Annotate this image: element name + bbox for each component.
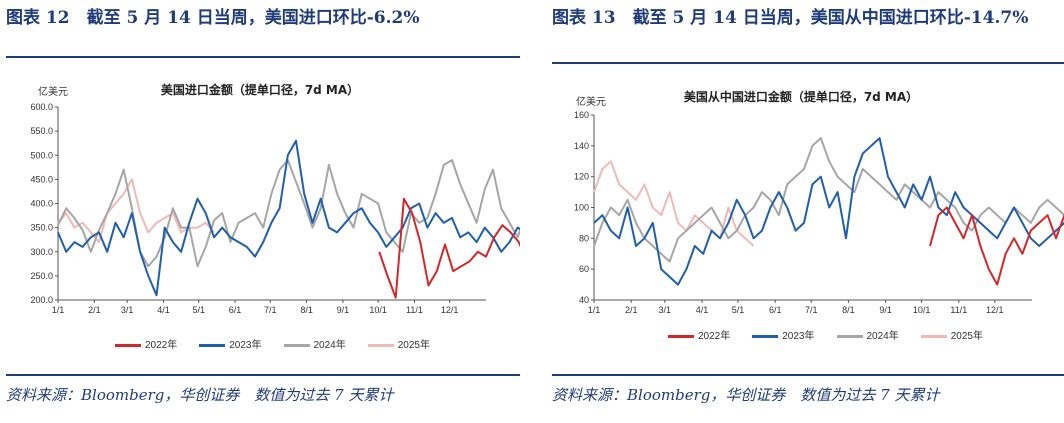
x-tick-label: 7/1 [264, 305, 277, 315]
x-tick-label: 8/1 [300, 305, 313, 315]
x-tick-label: 11/1 [950, 305, 967, 315]
legend-swatch [199, 343, 226, 347]
legend-item: 2022年 [668, 327, 730, 342]
x-tick-label: 3/1 [121, 305, 134, 315]
x-tick-label: 2/1 [625, 305, 638, 315]
x-tick-label: 10/1 [369, 305, 387, 315]
y-tick-label: 350.0 [30, 223, 53, 233]
legend-item: 2025年 [367, 336, 430, 351]
legend-swatch [367, 343, 394, 347]
source-note: 资料来源：Bloomberg，华创证券 数值为过去 7 天累计 [552, 386, 940, 404]
figure-panel-13: 图表 13 截至 5 月 14 日当周，美国从中国进口环比-14.7% 美国从中… [546, 0, 1064, 423]
series-line-2024年 [57, 159, 520, 268]
x-tick-label: 5/1 [732, 305, 745, 315]
x-tick-label: 11/1 [406, 305, 423, 315]
x-tick-label: 12/1 [441, 305, 459, 315]
legend-swatch [836, 334, 863, 338]
legend-swatch [115, 343, 141, 347]
legend-swatch [920, 334, 947, 338]
x-tick-label: 7/1 [805, 305, 818, 315]
title-rule [6, 56, 520, 58]
legend-swatch [752, 334, 779, 338]
legend-label: 2025年 [397, 340, 430, 351]
imports-line-chart: 美国进口金额（提单口径，7d MA） 亿美元 200.0 250.0 300.0 350.… [30, 82, 520, 315]
legend-item: 2023年 [199, 336, 262, 351]
x-tick-label: 9/1 [337, 305, 350, 315]
series-line-2024年 [593, 137, 1064, 263]
legend-label: 2024年 [866, 331, 899, 342]
y-tick-label: 120 [574, 172, 589, 182]
y-tick-label: 450.0 [30, 174, 53, 184]
series-line-2023年 [593, 137, 1064, 286]
y-axis-unit-label: 亿美元 [38, 85, 68, 98]
legend-label: 2024年 [313, 340, 346, 351]
y-tick-label: 600.0 [30, 102, 53, 112]
x-tick-label: 2/1 [88, 305, 101, 315]
x-tick-label: 3/1 [659, 305, 672, 315]
x-tick-label: 6/1 [769, 305, 782, 315]
source-note: 资料来源：Bloomberg，华创证券 数值为过去 7 天累计 [6, 386, 394, 404]
y-tick-label: 500.0 [30, 150, 53, 160]
legend-label: 2023年 [782, 331, 815, 342]
y-tick-label: 60 [579, 264, 589, 274]
legend-label: 2025年 [950, 331, 983, 342]
legend-label: 2023年 [229, 340, 262, 351]
legend-item: 2024年 [836, 327, 899, 342]
legend-label: 2022年 [698, 331, 731, 342]
legend-swatch [283, 343, 310, 347]
chart-legend: 2022年 2023年 2024年 2025年 [668, 327, 1005, 342]
chart-legend: 2022年 2023年 2024年 2025年 [115, 336, 452, 351]
y-tick-label: 80 [579, 233, 589, 243]
y-tick-label: 550.0 [30, 126, 53, 136]
china-imports-line-chart: 美国从中国进口金额（提单口径，7d MA） 亿美元 40 60 80 100 120 140 1… [574, 89, 1064, 315]
chart-title: 美国进口金额（提单口径，7d MA） [161, 82, 359, 97]
legend-item: 2024年 [283, 336, 346, 351]
figure-title: 图表 12 截至 5 月 14 日当周，美国进口环比-6.2% [6, 8, 420, 28]
x-tick-label: 4/1 [157, 305, 170, 315]
legend-item: 2022年 [115, 336, 177, 351]
legend-swatch [668, 334, 694, 338]
y-tick-label: 140 [574, 141, 589, 151]
legend-item: 2023年 [752, 327, 815, 342]
y-tick-label: 100 [574, 203, 589, 213]
y-tick-label: 250.0 [30, 271, 53, 281]
x-tick-label: 4/1 [696, 305, 709, 315]
source-rule [552, 374, 1064, 376]
x-tick-label: 5/1 [192, 305, 205, 315]
y-tick-label: 400.0 [30, 199, 53, 209]
series-line-2022年 [929, 206, 1064, 286]
source-rule [6, 374, 520, 376]
figure-panel-12: 图表 12 截至 5 月 14 日当周，美国进口环比-6.2% 美国进口金额（提… [0, 0, 520, 423]
y-tick-label: 300.0 [30, 247, 53, 257]
x-tick-label: 9/1 [879, 305, 892, 315]
title-rule [552, 62, 1064, 64]
y-tick-label: 200.0 [30, 295, 53, 305]
chart-title: 美国从中国进口金额（提单口径，7d MA） [684, 89, 918, 104]
x-tick-label: 8/1 [842, 305, 855, 315]
x-tick-label: 12/1 [986, 305, 1004, 315]
x-tick-label: 1/1 [52, 305, 65, 315]
y-tick-label: 40 [579, 295, 589, 305]
x-tick-label: 10/1 [913, 305, 931, 315]
y-tick-label: 160 [574, 110, 589, 120]
x-tick-label: 6/1 [229, 305, 242, 315]
y-axis-unit-label: 亿美元 [576, 95, 606, 108]
series-line-2022年 [378, 197, 520, 299]
legend-item: 2025年 [920, 327, 983, 342]
series-line-2023年 [57, 139, 520, 297]
series-line-2025年 [593, 160, 755, 247]
x-tick-label: 1/1 [588, 305, 601, 315]
legend-label: 2022年 [145, 340, 178, 351]
figure-title: 图表 13 截至 5 月 14 日当周，美国从中国进口环比-14.7% [552, 8, 1029, 28]
